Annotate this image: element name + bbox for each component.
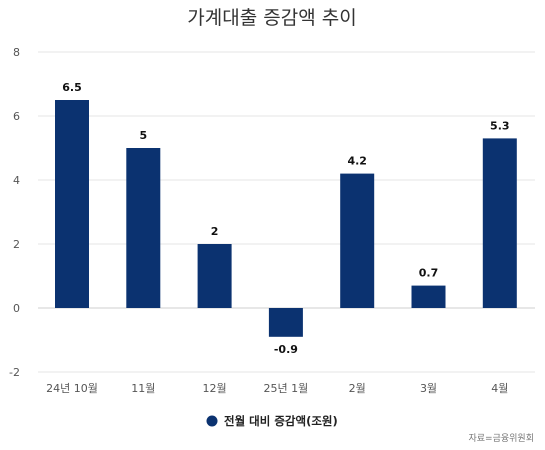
y-tick-label: 2 — [13, 238, 20, 251]
x-tick-label: 3월 — [420, 382, 437, 395]
legend-swatch — [206, 415, 218, 427]
x-tick-label: 4월 — [491, 382, 508, 395]
bar — [126, 148, 161, 308]
chart-title: 가계대출 증감액 추이 — [187, 7, 356, 29]
bar — [340, 173, 375, 308]
legend: 전월 대비 증감액(조원) — [206, 414, 338, 428]
data-label: 2 — [211, 225, 219, 238]
y-tick-label: -2 — [9, 366, 20, 379]
bar — [411, 285, 446, 308]
y-tick-label: 8 — [13, 46, 20, 59]
data-label: 0.7 — [419, 267, 439, 280]
data-label: 5 — [139, 129, 147, 142]
data-label: 6.5 — [62, 81, 82, 94]
bar — [482, 138, 517, 308]
x-tick-label: 24년 10월 — [46, 382, 98, 395]
y-tick-label: 4 — [13, 174, 20, 187]
bar — [55, 100, 89, 308]
data-label: -0.9 — [274, 343, 298, 356]
gridlines — [38, 51, 535, 373]
bar — [197, 244, 232, 308]
x-tick-label: 2월 — [349, 382, 366, 395]
y-tick-label: 0 — [13, 302, 20, 315]
x-tick-label: 25년 1월 — [264, 382, 309, 395]
source-note: 자료=금융위원회 — [468, 433, 534, 444]
x-axis-ticks: 24년 10월 11월 12월 25년 1월 2월 3월 4월 — [46, 382, 508, 395]
x-tick-label: 12월 — [203, 382, 227, 395]
y-axis-ticks: -2 0 2 4 6 8 — [9, 46, 20, 379]
x-tick-label: 11월 — [131, 382, 155, 395]
data-label: 5.3 — [490, 119, 510, 132]
legend-label: 전월 대비 증감액(조원) — [224, 414, 338, 428]
y-tick-label: 6 — [13, 110, 20, 123]
bar — [268, 308, 303, 337]
data-label: 4.2 — [347, 155, 367, 168]
bars — [55, 100, 517, 337]
data-labels: 6.5 5 2 -0.9 4.2 0.7 5.3 — [62, 81, 509, 356]
